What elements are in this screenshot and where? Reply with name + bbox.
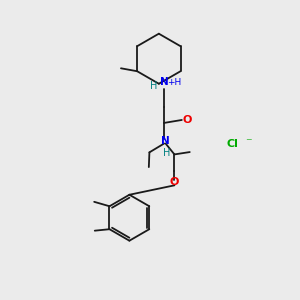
Text: Cl: Cl [226, 139, 238, 149]
Text: +H: +H [167, 78, 181, 87]
Text: ⁻: ⁻ [245, 136, 252, 149]
Text: O: O [182, 115, 192, 125]
Text: H: H [150, 81, 157, 91]
Text: N: N [160, 77, 169, 87]
Text: H: H [163, 148, 170, 158]
Text: N: N [161, 136, 170, 146]
Text: O: O [170, 176, 179, 187]
